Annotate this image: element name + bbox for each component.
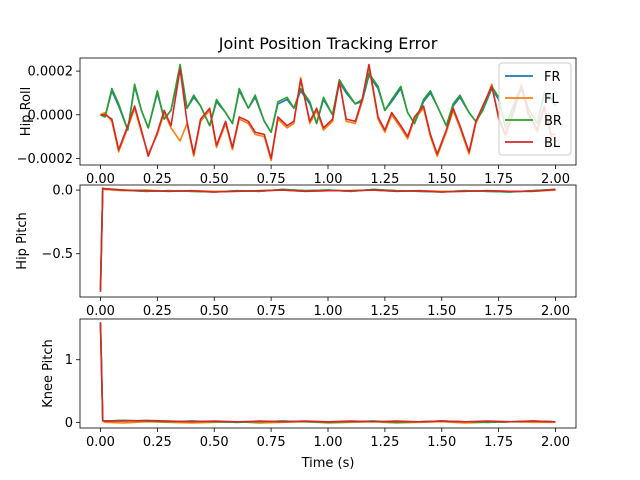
x-tick-label: 2.00: [541, 304, 570, 319]
y-tick-label: 0.0000: [28, 108, 74, 123]
x-tick-label: 0.25: [143, 304, 172, 319]
x-tick-label: 1.00: [314, 304, 343, 319]
y-axis-label: Knee Pitch: [41, 339, 56, 408]
legend-box: [498, 62, 572, 156]
y-tick-label: 1: [65, 353, 73, 368]
x-tick-label: 0.25: [143, 172, 172, 187]
x-tick-label: 1.25: [370, 435, 399, 450]
y-tick-label: 0.0002: [28, 65, 74, 80]
y-tick-label: −0.0002: [17, 152, 73, 167]
x-tick-label: 1.75: [484, 172, 513, 187]
subplot-1: 0.00 0.25 0.50 0.75 1.00 1.25 1.50 1.75 2.00 −0.0…: [17, 57, 577, 187]
y-axis-label: Hip Roll: [19, 87, 34, 136]
legend-label-bl: BL: [544, 136, 561, 151]
x-tick-label: 0.25: [143, 435, 172, 450]
x-axis-label: Time (s): [301, 456, 355, 471]
x-tick-label: 0.00: [86, 304, 115, 319]
series-line-bl: [99, 187, 556, 292]
series-line-bl: [100, 63, 556, 160]
chart-title: Joint Position Tracking Error: [218, 34, 438, 53]
y-axis-label: Hip Pitch: [15, 212, 30, 269]
plots-layer: 0.00 0.25 0.50 0.75 1.00 1.25 1.50 1.75 2.00−0.0…: [15, 57, 577, 471]
series-group: [99, 322, 556, 424]
legend-label-fr: FR: [544, 70, 561, 85]
series-line-bl: [99, 322, 556, 423]
x-tick-label: 1.75: [484, 304, 513, 319]
y-tick-label: 0.0: [52, 184, 73, 199]
x-tick-label: 0.00: [86, 435, 115, 450]
x-tick-label: 0.50: [200, 172, 229, 187]
y-tick-label: −0.5: [41, 247, 73, 262]
series-group: [99, 187, 556, 292]
legend-label-fl: FL: [544, 92, 559, 107]
x-tick-label: 1.50: [427, 304, 456, 319]
x-tick-label: 0.00: [86, 172, 115, 187]
legend: FR FL BR BL: [498, 62, 572, 156]
x-tick-label: 1.50: [427, 172, 456, 187]
subplot-3: 0.00 0.25 0.50 0.75 1.00 1.25 1.50 1.75 2.00 0 1 Kn…: [41, 318, 577, 471]
series-group: [100, 63, 557, 162]
x-tick-label: 1.00: [314, 435, 343, 450]
x-tick-label: 0.75: [257, 435, 286, 450]
x-tick-label: 2.00: [541, 435, 570, 450]
x-tick-label: 0.75: [257, 172, 286, 187]
x-tick-label: 1.25: [370, 172, 399, 187]
y-tick-label: 0: [65, 416, 73, 431]
legend-label-br: BR: [544, 114, 562, 129]
x-tick-label: 1.50: [427, 435, 456, 450]
x-tick-label: 0.50: [200, 435, 229, 450]
x-tick-label: 1.00: [314, 172, 343, 187]
x-tick-label: 1.75: [484, 435, 513, 450]
subplot-2: 0.00 0.25 0.50 0.75 1.00 1.25 1.50 1.75 2.00 −0.5…: [15, 184, 577, 319]
x-tick-label: 1.25: [370, 304, 399, 319]
series-line-br: [100, 63, 557, 134]
x-tick-label: 0.75: [257, 304, 286, 319]
x-tick-label: 0.50: [200, 304, 229, 319]
x-tick-label: 2.00: [541, 172, 570, 187]
